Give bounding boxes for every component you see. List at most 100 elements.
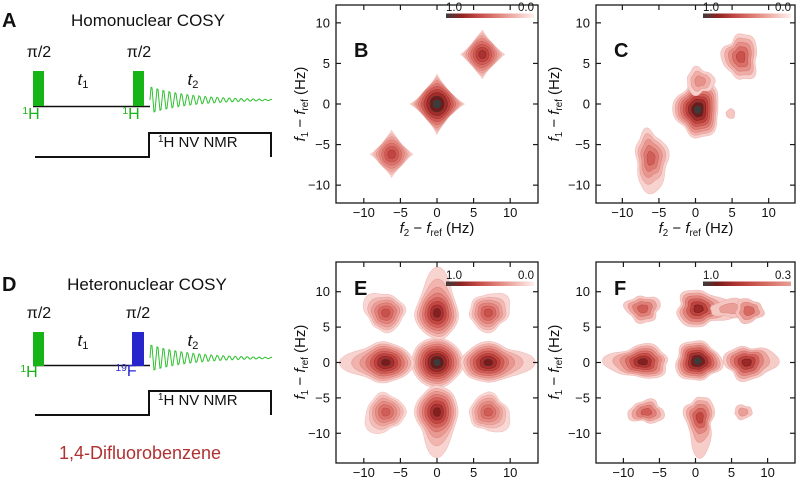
axis-ticks-E: −10 −5 0 5 10 −10 −5 0 5 10 xyxy=(308,262,538,480)
svg-text:0.0: 0.0 xyxy=(518,270,534,282)
pulse-bar-d2 xyxy=(132,332,144,366)
svg-text:10: 10 xyxy=(316,15,330,30)
panel-letter-c: C xyxy=(614,40,628,62)
svg-text:5: 5 xyxy=(728,205,735,220)
svg-text:10: 10 xyxy=(316,284,330,299)
nucleus-label-a1: 1H xyxy=(22,105,40,123)
svg-text:−5: −5 xyxy=(575,390,590,405)
svg-text:1.0: 1.0 xyxy=(703,270,719,282)
panel-letter-d: D xyxy=(2,274,17,296)
contour-peaks-E xyxy=(338,266,537,459)
svg-text:0: 0 xyxy=(433,205,440,220)
colorbar-B: 1.0 0.0 xyxy=(446,2,534,18)
svg-text:−5: −5 xyxy=(393,205,408,220)
pulse-bar-a1 xyxy=(33,71,44,106)
svg-text:−10: −10 xyxy=(308,426,330,441)
detector-label-d: 1H NV NMR xyxy=(158,392,238,409)
contour-plot-e: −10 −5 0 5 10 −10 −5 0 5 10 1.0 0.0 E xyxy=(308,261,539,480)
y-axis-title-c: f1 − fref (Hz) xyxy=(546,66,565,142)
svg-text:10: 10 xyxy=(576,15,590,30)
contour-plot-c: −10 −5 0 5 10 −10 −5 0 5 10 1.0 0.0 C xyxy=(568,2,796,220)
svg-text:0: 0 xyxy=(323,355,330,370)
svg-text:−5: −5 xyxy=(315,137,330,152)
contour-plot-b: −10 −5 0 5 10 −10 −5 0 5 10 1.0 0.0 B xyxy=(308,2,539,220)
pulse-bar-d1 xyxy=(33,332,44,366)
svg-text:−5: −5 xyxy=(575,137,590,152)
nv-readout-line-a xyxy=(35,132,272,158)
colorbar-C: 1.0 0.0 xyxy=(703,2,791,18)
svg-text:0: 0 xyxy=(692,205,699,220)
svg-text:10: 10 xyxy=(761,205,775,220)
nv-readout-line-d xyxy=(35,390,272,416)
pulse-bar-a2 xyxy=(133,71,144,106)
delay-t1-label-d: t1 xyxy=(77,331,89,353)
svg-text:−10: −10 xyxy=(568,178,590,193)
svg-text:0.0: 0.0 xyxy=(518,2,534,14)
svg-text:1.0: 1.0 xyxy=(703,2,719,14)
fid-signal-d xyxy=(149,344,273,371)
svg-text:−10: −10 xyxy=(612,465,634,480)
svg-text:−5: −5 xyxy=(652,465,667,480)
svg-text:0: 0 xyxy=(692,465,699,480)
contour-peaks-B xyxy=(370,29,506,178)
colorbar-F: 1.0 0.3 xyxy=(703,270,791,286)
y-axis-title-b: f1 − fref (Hz) xyxy=(292,66,311,142)
axis-ticks-F: −10 −5 0 5 10 −10 −5 0 5 10 xyxy=(568,262,795,480)
svg-text:5: 5 xyxy=(323,320,330,335)
svg-text:10: 10 xyxy=(503,205,517,220)
svg-text:−5: −5 xyxy=(393,465,408,480)
molecule-label: 1,4-Difluorobenzene xyxy=(58,443,222,463)
x-axis-title-b: f2 − fref (Hz) xyxy=(399,220,475,239)
svg-text:1.0: 1.0 xyxy=(446,270,462,282)
svg-text:−5: −5 xyxy=(315,390,330,405)
svg-text:−10: −10 xyxy=(568,426,590,441)
svg-text:5: 5 xyxy=(470,205,477,220)
fid-signal-a xyxy=(149,86,273,113)
detector-label-a: 1H NV NMR xyxy=(158,134,238,151)
svg-text:5: 5 xyxy=(583,56,590,71)
svg-text:5: 5 xyxy=(323,56,330,71)
colorbar-E: 1.0 0.0 xyxy=(446,270,534,286)
panel-letter-a: A xyxy=(2,10,17,32)
pulse-label-d2: π/2 xyxy=(125,305,151,322)
axis-ticks-C: −10 −5 0 5 10 −10 −5 0 5 10 xyxy=(568,5,795,220)
svg-text:−10: −10 xyxy=(353,205,375,220)
pulse-label-a1: π/2 xyxy=(26,44,52,61)
panel-letter-e: E xyxy=(354,278,367,300)
y-axis-title-f: f1 − fref (Hz) xyxy=(546,324,565,400)
pulse-sequence-diagram xyxy=(33,71,273,416)
panel-d-title: Heteronuclear COSY xyxy=(67,275,227,294)
svg-text:5: 5 xyxy=(728,465,735,480)
svg-text:0: 0 xyxy=(583,97,590,112)
delay-t2-label-a: t2 xyxy=(187,70,199,92)
svg-text:10: 10 xyxy=(503,465,517,480)
svg-text:−10: −10 xyxy=(353,465,375,480)
pulse-label-a2: π/2 xyxy=(126,44,152,61)
nucleus-label-d2: 19F xyxy=(115,362,137,380)
svg-text:0: 0 xyxy=(583,355,590,370)
svg-text:5: 5 xyxy=(470,465,477,480)
contour-peaks-C xyxy=(634,33,758,195)
svg-text:0: 0 xyxy=(433,465,440,480)
nucleus-label-a2: 1H xyxy=(122,105,140,123)
panel-letter-f: F xyxy=(614,278,626,300)
contour-plot-f: −10 −5 0 5 10 −10 −5 0 5 10 1.0 0.3 F xyxy=(568,261,796,480)
nucleus-label-d1: 1H xyxy=(20,363,38,381)
axis-ticks-B: −10 −5 0 5 10 −10 −5 0 5 10 xyxy=(308,5,538,220)
panel-letter-b: B xyxy=(354,40,368,62)
contour-peaks-F xyxy=(602,289,780,459)
svg-text:0: 0 xyxy=(323,97,330,112)
svg-text:1.0: 1.0 xyxy=(446,2,462,14)
svg-text:0.0: 0.0 xyxy=(775,2,791,14)
svg-text:0.3: 0.3 xyxy=(775,270,791,282)
svg-text:5: 5 xyxy=(583,320,590,335)
delay-t1-label-a: t1 xyxy=(77,70,89,92)
svg-text:−10: −10 xyxy=(611,205,633,220)
y-axis-title-e: f1 − fref (Hz) xyxy=(292,324,311,400)
svg-text:10: 10 xyxy=(760,465,774,480)
x-axis-title-c: f2 − fref (Hz) xyxy=(658,220,734,239)
delay-t2-label-d: t2 xyxy=(187,331,199,353)
svg-text:−10: −10 xyxy=(308,178,330,193)
pulse-label-d1: π/2 xyxy=(26,305,52,322)
